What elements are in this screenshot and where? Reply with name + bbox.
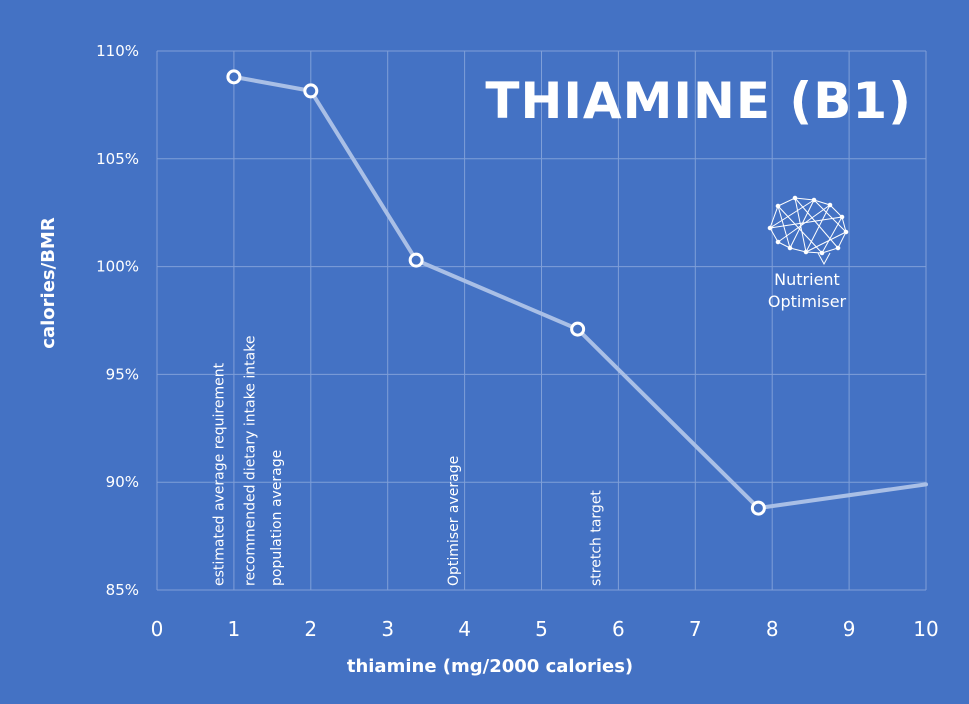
reference-labels: estimated average requirement recommended… <box>212 336 605 586</box>
reference-label: recommended dietary intake intake <box>242 336 258 586</box>
y-tick-label: 110% <box>96 42 139 60</box>
data-point <box>226 69 242 85</box>
series <box>226 69 928 516</box>
y-axis-ticks: 85% 90% 95% 100% 105% 110% <box>96 42 139 599</box>
chart-title: THIAMINE (B1) <box>485 72 912 130</box>
logo-text-line2: Optimiser <box>768 292 847 311</box>
y-tick-label: 100% <box>96 258 139 276</box>
y-tick-label: 85% <box>106 581 139 599</box>
x-tick-label: 2 <box>304 617 317 641</box>
series-line <box>231 74 928 511</box>
x-tick-label: 10 <box>913 617 938 641</box>
x-tick-label: 0 <box>151 617 164 641</box>
x-tick-label: 3 <box>381 617 394 641</box>
y-tick-label: 95% <box>106 365 139 383</box>
x-axis-ticks: 0 1 2 3 4 5 6 7 8 9 10 <box>151 617 939 641</box>
grid <box>156 50 927 591</box>
x-tick-label: 1 <box>228 617 241 641</box>
nutrient-optimiser-logo: Nutrient Optimiser <box>767 195 849 311</box>
reference-label: stretch target <box>588 490 604 586</box>
reference-label: estimated average requirement <box>212 362 228 586</box>
x-tick-label: 9 <box>843 617 856 641</box>
reference-label: population average <box>269 450 285 586</box>
logo-text-line1: Nutrient <box>774 270 840 289</box>
brain-network-icon <box>767 195 849 266</box>
reference-label: Optimiser average <box>446 456 462 586</box>
x-tick-label: 7 <box>689 617 702 641</box>
y-axis-label: calories/BMR <box>38 217 59 349</box>
data-point <box>303 83 319 99</box>
x-tick-label: 4 <box>458 617 471 641</box>
x-tick-label: 8 <box>766 617 779 641</box>
x-tick-label: 5 <box>535 617 548 641</box>
y-tick-label: 90% <box>106 473 139 491</box>
data-point <box>570 321 586 337</box>
y-tick-label: 105% <box>96 150 139 168</box>
x-tick-label: 6 <box>612 617 625 641</box>
data-point <box>750 500 766 516</box>
x-axis-label: thiamine (mg/2000 calories) <box>347 656 633 677</box>
data-point <box>408 252 424 268</box>
